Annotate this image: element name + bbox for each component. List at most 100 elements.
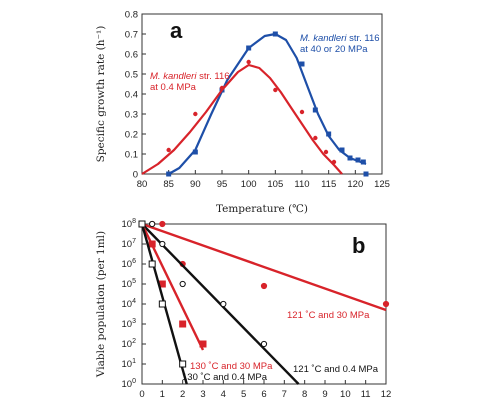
y-tick-label-a: 0.8	[125, 10, 138, 21]
data-point-series-1	[220, 300, 227, 308]
y-axis-label-b: Viable population (per 1ml)	[95, 231, 107, 378]
data-point-blue	[166, 171, 172, 177]
y-tick-label-a: 0.4	[125, 90, 138, 101]
x-tick-label-a: 115	[321, 179, 336, 190]
data-point-blue	[363, 171, 369, 177]
data-point-series-1	[179, 280, 186, 288]
y-ticks-a: 0 0.1 0.2 0.3 0.4 0.5 0.6 0.7 0.8	[125, 10, 146, 181]
data-point-blue	[312, 107, 318, 113]
x-tick-label-b: 11	[361, 389, 371, 400]
data-point-series-0	[260, 282, 268, 290]
y-tick-label-a: 0.5	[125, 70, 138, 81]
x-tick-label-b: 2	[180, 389, 185, 400]
data-point-blue	[355, 157, 361, 163]
fit-line-series-0	[141, 222, 387, 312]
panel-a: 0 0.1 0.2 0.3 0.4 0.5 0.6 0.7 0.8 80 85 90 95 100 105…	[95, 10, 390, 216]
data-point-red	[331, 159, 337, 165]
plot-frame-b	[141, 223, 387, 385]
data-point-series-2	[199, 340, 207, 348]
data-point-blue	[360, 159, 366, 165]
y-tick-label-b: 107	[122, 238, 137, 250]
data-point-series-3	[138, 220, 146, 228]
data-point-series-0	[382, 300, 390, 308]
data-point-red	[246, 59, 251, 65]
series-line-red	[141, 63, 343, 175]
data-point-red	[273, 87, 278, 93]
x-tick-label-a: 110	[294, 179, 309, 190]
annotation-species: M. kandleri	[300, 33, 347, 44]
annotation-121c-04mpa: 121 ˚C and 0.4 MPa	[293, 364, 379, 375]
data-point-red	[193, 111, 198, 117]
panel-letter-a: a	[170, 18, 183, 43]
data-point-red	[313, 135, 318, 141]
y-tick-label-b: 103	[122, 318, 137, 330]
x-tick-label-b: 6	[261, 389, 266, 400]
y-tick-label-a: 0.2	[125, 130, 138, 141]
x-tick-label-b: 7	[282, 389, 287, 400]
panel-letter-b: b	[352, 233, 365, 258]
y-tick-label-b: 100	[122, 378, 137, 390]
annotation-red-series: M. kandleri str. 116 at 0.4 MPa	[150, 71, 232, 93]
data-point-series-3	[158, 300, 166, 308]
x-axis-label-a: Temperature (℃)	[216, 203, 308, 215]
y-tick-label-a: 0	[133, 170, 138, 181]
data-point-red	[166, 147, 171, 153]
y-tick-label-b: 102	[122, 338, 137, 350]
data-point-blue	[272, 31, 278, 37]
y-ticks-b: 100 101 102 103 104 105 106 107 108	[122, 218, 146, 390]
annotation-condition: at 40 or 20 MPa	[300, 44, 368, 55]
x-tick-label-b: 8	[302, 389, 307, 400]
y-tick-label-a: 0.7	[125, 30, 138, 41]
series-a	[141, 31, 369, 177]
data-point-blue	[347, 155, 353, 161]
y-tick-label-b: 105	[122, 278, 137, 290]
x-tick-label-b: 1	[160, 389, 165, 400]
annotation-121c-30mpa: 121 ˚C and 30 MPa	[287, 310, 370, 321]
data-point-series-1	[260, 340, 268, 348]
x-tick-label-a: 90	[190, 179, 201, 190]
x-tick-label-b: 0	[139, 389, 144, 400]
y-tick-label-a: 0.6	[125, 50, 138, 61]
x-tick-label-b: 12	[381, 389, 392, 400]
data-point-red	[299, 109, 305, 115]
x-tick-label-b: 10	[340, 389, 351, 400]
x-tick-label-b: 3	[200, 389, 205, 400]
data-point-red	[323, 149, 329, 155]
data-point-blue	[326, 131, 332, 137]
x-tick-label-b: 9	[322, 389, 327, 400]
y-tick-label-b: 104	[122, 298, 137, 310]
x-tick-label-a: 80	[137, 179, 148, 190]
y-tick-label-a: 0.1	[125, 150, 138, 161]
data-point-red	[219, 85, 225, 91]
x-tick-label-a: 125	[374, 179, 390, 190]
y-tick-label-b: 108	[122, 218, 137, 230]
x-tick-label-a: 100	[241, 179, 257, 190]
annotation-blue-series: M. kandleri str. 116 at 40 or 20 MPa	[300, 33, 382, 55]
data-point-blue	[299, 61, 305, 67]
y-tick-label-a: 0.3	[125, 110, 138, 121]
x-tick-label-a: 95	[217, 179, 228, 190]
y-axis-label-a: Specific growth rate (h⁻¹)	[95, 26, 107, 163]
annotation-species: M. kandleri	[150, 71, 197, 82]
data-point-series-2	[148, 240, 156, 248]
data-point-blue	[339, 147, 345, 153]
data-point-series-0	[159, 220, 166, 228]
annotation-130c-30mpa: 130 ˚C and 30 MPa	[190, 361, 273, 372]
x-ticks-a: 80 85 90 95 100 105 110 115 120 125	[137, 170, 390, 190]
annotation-130c-04mpa: 130 ˚C and 0.4 MPa	[182, 372, 268, 383]
x-tick-label-b: 4	[221, 389, 226, 400]
data-point-series-3	[179, 360, 187, 368]
x-tick-label-a: 120	[347, 179, 363, 190]
data-point-blue	[246, 45, 252, 51]
x-tick-label-a: 85	[163, 179, 174, 190]
data-point-blue	[192, 149, 198, 155]
data-point-series-1	[159, 240, 166, 248]
data-point-series-3	[148, 260, 156, 268]
y-tick-label-b: 106	[122, 258, 137, 270]
annotation-condition: at 0.4 MPa	[150, 82, 197, 93]
y-tick-label-b: 101	[122, 358, 137, 370]
series-line-blue	[168, 32, 367, 175]
x-ticks-b: 0 1 2 3 4 5 6 7 8 9 10 11 12	[139, 380, 391, 400]
